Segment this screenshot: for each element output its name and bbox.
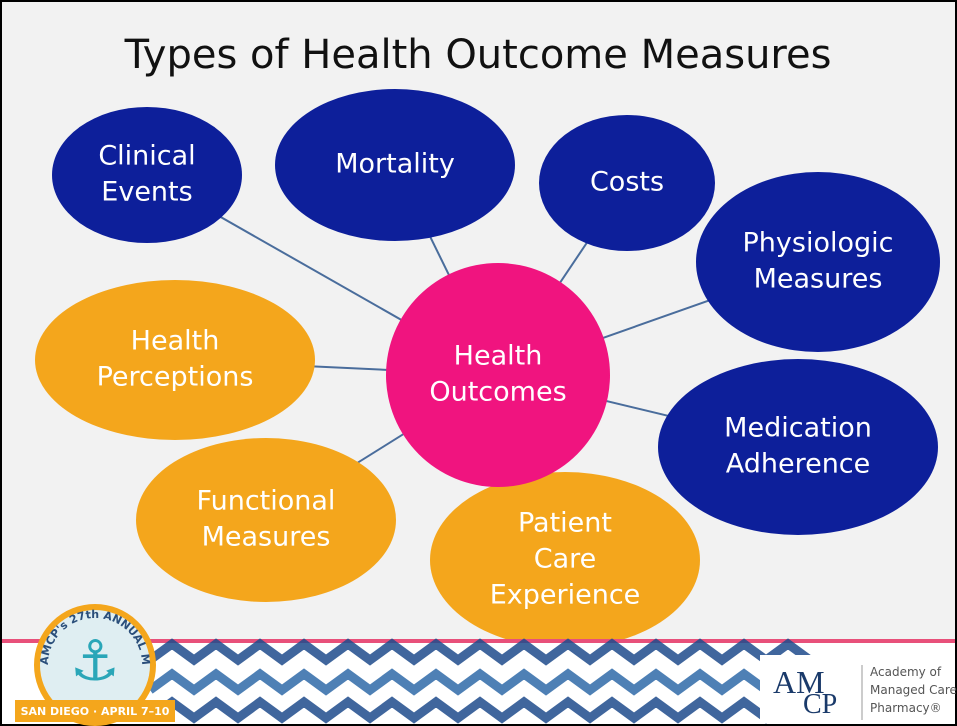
logo-cp: CP bbox=[803, 689, 837, 720]
badge-date: SAN DIEGO · APRIL 7–10 bbox=[21, 705, 170, 718]
center-shape bbox=[386, 263, 610, 487]
node-label: Measures bbox=[754, 264, 883, 295]
node: Physiologic Measures bbox=[696, 172, 940, 352]
node-label: Health bbox=[131, 326, 220, 357]
node-label: Experience bbox=[490, 580, 641, 611]
node-label: Mortality bbox=[335, 149, 455, 180]
node-label: Health bbox=[454, 341, 543, 372]
node: Medication Adherence bbox=[658, 359, 938, 535]
node-shape bbox=[696, 172, 940, 352]
node: Costs bbox=[539, 115, 715, 251]
node-label: Outcomes bbox=[429, 377, 566, 408]
node-label: Patient bbox=[518, 508, 612, 539]
anchor-icon: ⚓ bbox=[70, 629, 120, 694]
node-shape bbox=[52, 107, 242, 243]
slide: Types of Health Outcome Measures Clinica… bbox=[0, 0, 957, 726]
node-label: Costs bbox=[590, 167, 664, 198]
node-label: Events bbox=[101, 177, 192, 208]
title: Types of Health Outcome Measures bbox=[124, 32, 832, 78]
node-label: Measures bbox=[202, 522, 331, 553]
node-label: Adherence bbox=[726, 449, 871, 480]
node: Mortality bbox=[275, 89, 515, 241]
node-shape bbox=[35, 280, 315, 440]
node-shape bbox=[658, 359, 938, 535]
node-label: Physiologic bbox=[743, 228, 894, 259]
node-shape bbox=[136, 438, 396, 602]
node-label: Medication bbox=[724, 413, 872, 444]
node: Patient Care Experience bbox=[430, 472, 700, 648]
node-label: Clinical bbox=[98, 141, 195, 172]
org-name: Pharmacy® bbox=[870, 701, 942, 715]
node: Health Perceptions bbox=[35, 280, 315, 440]
node-label: Perceptions bbox=[97, 362, 254, 393]
node-label: Functional bbox=[197, 486, 336, 517]
node: Clinical Events bbox=[52, 107, 242, 243]
node: Functional Measures bbox=[136, 438, 396, 602]
center-node: Health Outcomes bbox=[386, 263, 610, 487]
node-label: Care bbox=[534, 544, 597, 575]
org-name: Managed Care bbox=[870, 683, 957, 697]
org-name: Academy of bbox=[870, 665, 942, 679]
